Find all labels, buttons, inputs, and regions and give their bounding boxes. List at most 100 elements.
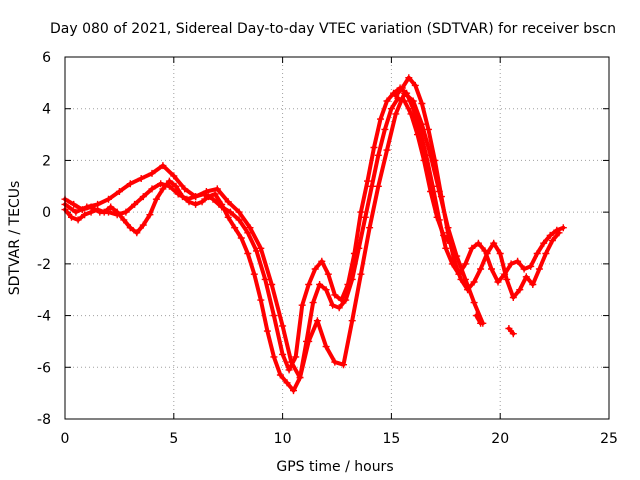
- data-point: [244, 250, 252, 257]
- data-point: [503, 275, 511, 283]
- data-point: [548, 237, 556, 245]
- data-point: [296, 374, 304, 382]
- chart-title: Day 080 of 2021, Sidereal Day-to-day VTE…: [50, 21, 616, 37]
- data-point: [464, 286, 472, 294]
- data-point: [253, 247, 260, 255]
- data-point: [179, 193, 186, 201]
- data-point: [198, 198, 206, 206]
- data-point: [235, 208, 243, 216]
- data-point: [283, 379, 291, 387]
- data-point: [331, 358, 339, 366]
- data-point: [246, 224, 254, 232]
- data-point: [494, 278, 502, 286]
- data-point: [401, 97, 408, 105]
- y-tick-label: -2: [37, 257, 51, 273]
- data-point: [559, 224, 567, 232]
- data-point: [387, 105, 395, 113]
- data-point: [340, 361, 347, 369]
- series-line: [393, 75, 561, 300]
- data-point: [303, 337, 310, 345]
- data-point: [392, 92, 400, 100]
- y-tick-label: 0: [42, 205, 51, 221]
- series-arc-5: [472, 312, 485, 327]
- data-point: [218, 200, 226, 208]
- data-point: [70, 200, 78, 208]
- data-point: [437, 193, 445, 201]
- data-point: [461, 260, 469, 268]
- data-point: [322, 343, 330, 351]
- y-tick-label: 2: [42, 153, 51, 169]
- data-point: [361, 213, 369, 221]
- data-point: [115, 188, 123, 195]
- data-point: [205, 193, 213, 201]
- data-point: [157, 180, 165, 188]
- data-point: [496, 250, 504, 257]
- data-point: [148, 169, 156, 177]
- data-point: [398, 84, 406, 92]
- y-tick-labels: -8 -6 -4 -2 0 2 4 6: [37, 50, 51, 428]
- data-point: [477, 319, 485, 327]
- data-point: [374, 182, 382, 190]
- data-point: [185, 198, 193, 206]
- data-point: [261, 275, 269, 283]
- data-point: [181, 185, 189, 193]
- data-point: [139, 221, 147, 229]
- data-point: [139, 193, 147, 201]
- data-point: [270, 353, 278, 361]
- data-point: [431, 156, 439, 164]
- data-point: [159, 185, 167, 193]
- data-point: [370, 144, 378, 151]
- data-point: [298, 301, 306, 309]
- data-point: [263, 327, 271, 335]
- data-point: [165, 177, 173, 185]
- data-point: [305, 281, 313, 288]
- data-point: [374, 151, 382, 159]
- y-tick-label: 4: [42, 102, 51, 118]
- data-point: [427, 188, 435, 195]
- data-point: [514, 257, 522, 265]
- data-point: [122, 208, 130, 216]
- data-point: [133, 229, 141, 237]
- data-point: [100, 208, 108, 216]
- data-point: [172, 182, 180, 190]
- x-tick-label: 25: [600, 431, 618, 447]
- data-point: [324, 270, 332, 278]
- data-point: [94, 206, 102, 214]
- data-point: [285, 366, 293, 374]
- data-point: [507, 260, 515, 268]
- data-point: [342, 296, 350, 304]
- data-point: [318, 257, 326, 265]
- data-point: [368, 182, 376, 190]
- data-point: [546, 231, 554, 239]
- series-arc-6: [505, 325, 517, 338]
- data-point: [401, 89, 408, 97]
- data-point: [477, 265, 485, 273]
- data-point: [120, 216, 128, 224]
- data-point: [522, 273, 530, 281]
- data-point: [309, 299, 317, 307]
- data-point: [542, 250, 550, 257]
- data-point: [250, 270, 258, 278]
- data-point: [348, 275, 356, 283]
- data-point: [516, 286, 524, 294]
- data-point: [357, 208, 365, 216]
- data-point: [470, 278, 478, 286]
- data-point: [237, 234, 245, 242]
- data-point: [279, 350, 287, 358]
- data-point: [442, 244, 450, 252]
- series-arc-2: [61, 89, 487, 382]
- y-tick-label: 6: [42, 50, 51, 66]
- data-point: [87, 208, 95, 216]
- grid: [65, 57, 609, 419]
- data-point: [381, 125, 389, 133]
- data-point: [331, 291, 339, 299]
- x-tick-label: 5: [169, 431, 178, 447]
- y-axis-title: SDTVAR / TECUs: [7, 181, 23, 296]
- data-point: [311, 265, 319, 273]
- data-point: [483, 250, 491, 257]
- y-tick-label: -8: [37, 412, 51, 428]
- data-point: [418, 100, 426, 107]
- data-point: [366, 224, 374, 232]
- data-point: [146, 211, 154, 219]
- y-tick-label: -6: [37, 360, 51, 376]
